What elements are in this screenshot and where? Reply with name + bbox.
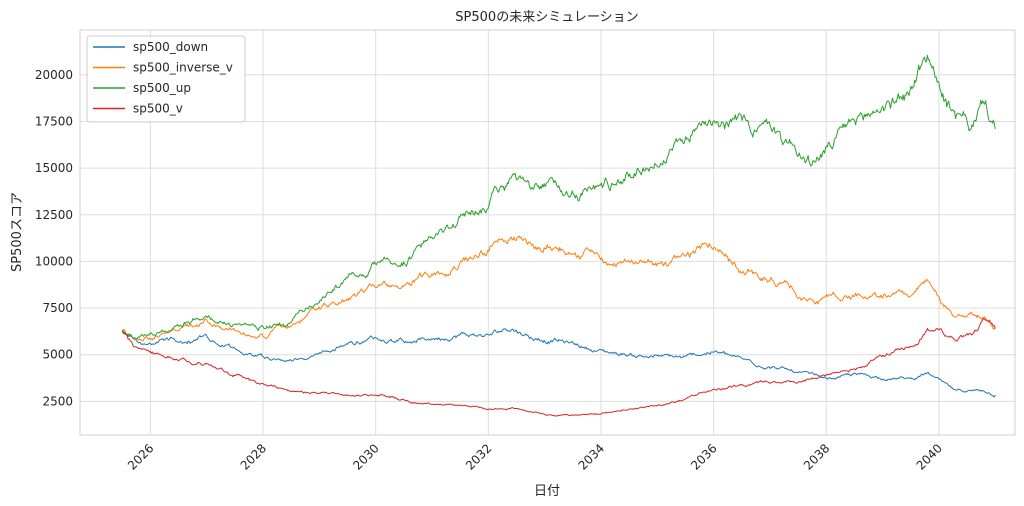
legend-box: [86, 35, 246, 123]
legend-label: sp500_up: [133, 81, 191, 95]
y-tick-label: 17500: [35, 114, 73, 128]
plot-area-frame: [79, 29, 1016, 436]
y-tick-label: 10000: [35, 254, 73, 268]
y-tick-label: 7500: [42, 301, 73, 315]
y-tick-label: 20000: [35, 68, 73, 82]
y-tick-label: 5000: [42, 348, 73, 362]
y-tick-label: 2500: [42, 394, 73, 408]
x-tick-label: 2034: [576, 441, 607, 472]
x-tick-label: 2036: [688, 441, 719, 472]
x-tick-label: 2026: [125, 441, 156, 472]
legend-label: sp500_down: [133, 40, 208, 54]
x-axis-label: 日付: [534, 484, 560, 499]
x-tick-label: 2038: [801, 441, 832, 472]
x-tick-label: 2032: [463, 441, 494, 472]
legend: sp500_down sp500_inverse_v sp500_up sp500_v: [86, 35, 246, 123]
x-tick-label: 2040: [914, 441, 945, 472]
x-tick-label: 2028: [238, 441, 269, 472]
series-line-sp500-up: [121, 54, 996, 340]
series-group: [121, 54, 996, 417]
y-tick-label: 15000: [35, 161, 73, 175]
x-tick-label: 2030: [350, 441, 381, 472]
y-axis-label: SP500スコア: [10, 192, 25, 272]
grid: [80, 30, 1015, 435]
series-line-sp500-v: [121, 318, 996, 417]
series-line-sp500-inverse-v: [121, 235, 996, 342]
chart-title: SP500の未来シミュレーション: [455, 10, 638, 25]
series-line-sp500-down: [121, 328, 996, 398]
legend-label: sp500_inverse_v: [133, 61, 233, 75]
y-tick-label: 12500: [35, 208, 73, 222]
legend-label: sp500_v: [133, 102, 183, 116]
y-axis-ticks: 2500 5000 7500 10000 12500 15000 17500 20000: [35, 68, 73, 409]
x-axis-ticks: 2026 2028 2030 2032 2034 2036 2038 2040: [125, 441, 945, 472]
